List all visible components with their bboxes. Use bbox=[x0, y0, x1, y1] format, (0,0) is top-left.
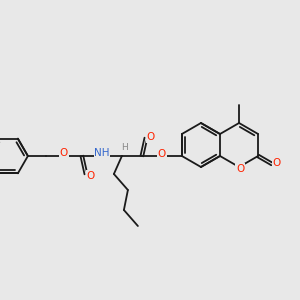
Text: O: O bbox=[273, 158, 281, 168]
Text: O: O bbox=[158, 149, 166, 159]
Text: O: O bbox=[147, 132, 155, 142]
Text: H: H bbox=[122, 143, 128, 152]
Text: O: O bbox=[60, 148, 68, 158]
Text: O: O bbox=[87, 171, 95, 181]
Text: O: O bbox=[236, 164, 244, 174]
Text: NH: NH bbox=[94, 148, 110, 158]
